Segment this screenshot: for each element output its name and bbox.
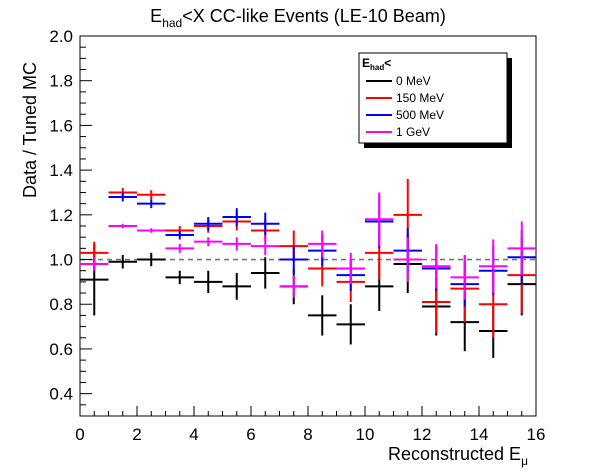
data-point — [137, 199, 166, 209]
x-tick-label: 0 — [75, 425, 84, 444]
x-tick-label: 8 — [303, 425, 312, 444]
legend-label: 0 MeV — [396, 74, 431, 88]
data-point — [308, 230, 337, 258]
data-point — [108, 255, 137, 269]
legend-label: 150 MeV — [396, 91, 444, 105]
data-point — [422, 243, 451, 289]
data-point — [80, 257, 109, 271]
data-point — [507, 221, 536, 276]
data-point — [450, 255, 479, 300]
series-3 — [80, 192, 536, 300]
data-point — [165, 270, 194, 285]
data-point — [336, 304, 365, 345]
legend-label: 1 GeV — [396, 125, 430, 139]
legend-label: 500 MeV — [396, 108, 444, 122]
data-point — [251, 237, 280, 256]
y-tick-label: 1.0 — [49, 251, 73, 270]
x-tick-label: 6 — [246, 425, 255, 444]
axes: 0 2 4 6 8 10 12 14 16 0.4 0.6 0.8 1.0 1.2 1.4 1.6 1.8 2.0 — [49, 27, 545, 444]
data-point — [222, 237, 251, 251]
x-tick-label: 2 — [132, 425, 141, 444]
data-point — [194, 237, 223, 247]
data-point — [479, 239, 508, 294]
data-point — [108, 192, 137, 202]
data-point — [308, 295, 337, 336]
x-tick-label: 4 — [189, 425, 198, 444]
x-tick-label: 14 — [470, 425, 489, 444]
data-point — [222, 208, 251, 226]
data-point — [279, 275, 308, 298]
y-tick-label: 1.2 — [49, 206, 73, 225]
data-point — [365, 192, 394, 247]
data-point — [336, 252, 365, 285]
y-tick-label: 0.8 — [49, 295, 73, 314]
y-axis-label: Data / Tuned MC — [20, 62, 40, 198]
chart-title: Ehad<X CC-like Events (LE-10 Beam) — [150, 6, 446, 30]
x-axis-label: Reconstructed Eμ — [388, 444, 528, 468]
x-tick-label: 12 — [413, 425, 432, 444]
x-tick-label: 16 — [527, 425, 546, 444]
data-point — [165, 230, 194, 240]
y-tick-label: 0.6 — [49, 340, 73, 359]
x-tick-label: 10 — [356, 425, 375, 444]
data-point — [137, 228, 166, 233]
legend-title: Ehad< — [362, 56, 391, 72]
legend: Ehad< 0 MeV 150 MeV 500 MeV 1 GeV — [358, 52, 512, 148]
y-tick-label: 2.0 — [49, 27, 73, 46]
series-layer — [80, 179, 536, 358]
data-point — [137, 190, 166, 200]
legend-entries: 0 MeV 150 MeV 500 MeV 1 GeV — [366, 74, 444, 139]
y-tick-label: 0.4 — [49, 385, 73, 404]
data-point — [251, 257, 280, 289]
data-point — [222, 272, 251, 300]
data-point — [194, 270, 223, 294]
data-point — [137, 252, 166, 267]
data-point — [108, 223, 137, 229]
data-point — [279, 246, 308, 273]
data-point — [165, 243, 194, 253]
y-tick-label: 1.6 — [49, 116, 73, 135]
data-point — [251, 212, 280, 235]
y-tick-label: 1.8 — [49, 72, 73, 91]
data-point — [393, 237, 422, 282]
y-tick-label: 1.4 — [49, 161, 73, 180]
data-point — [194, 217, 223, 231]
